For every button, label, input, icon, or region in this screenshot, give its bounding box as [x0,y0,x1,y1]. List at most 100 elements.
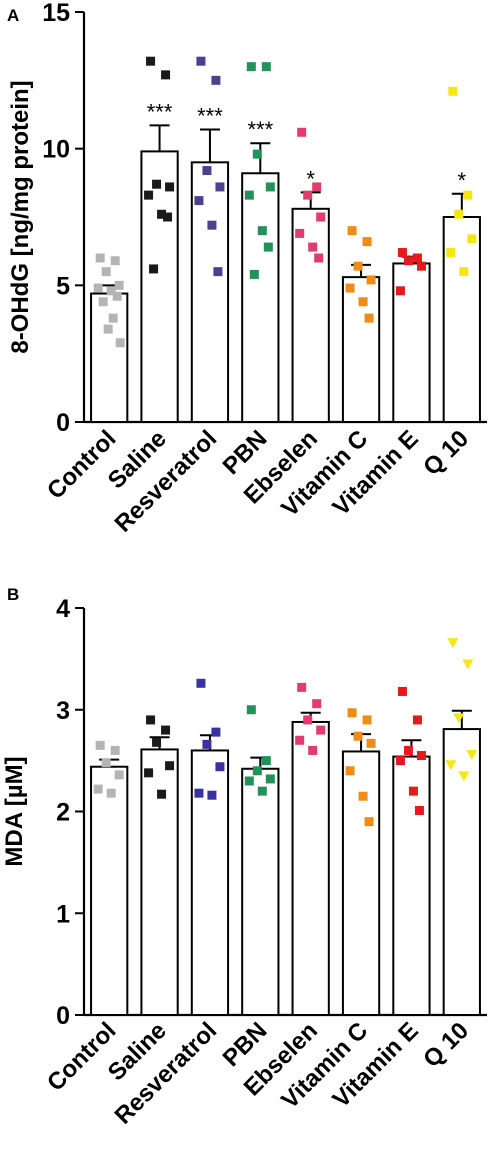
panel-a-data-point [448,86,458,96]
panel-a-data-point [403,256,413,266]
panel-a-data-point [252,149,262,159]
panel-a-significance-label: * [306,166,315,191]
panel-a-data-point [347,226,357,236]
panel-b-data-point [165,761,175,771]
panel-a-data-point [98,297,108,307]
panel-b-data-point [93,784,103,794]
panel-b-y-tick-label: 2 [56,799,70,827]
panel-a-data-point [416,261,426,271]
panel-a-y-tick-label: 15 [42,0,70,27]
panel-b-data-point [453,713,465,724]
panel-a-data-point [146,56,156,66]
panel-a-data-point [353,261,363,271]
panel-b-data-point [466,750,478,761]
panel-b-data-point [297,682,307,692]
panel-a: A 051015Control***Saline***Resveratrol**… [7,0,487,538]
panel-a-data-point [364,313,374,323]
panel-a-category-label: Q 10 [418,425,474,481]
panel-b-data-point [246,705,256,715]
panel-b-y-tick-label: 0 [56,1002,70,1030]
panel-a-bar [291,207,330,423]
panel-a-significance-label: *** [197,104,223,129]
panel-b-data-point [445,760,457,771]
panel-b-bar [291,720,330,1017]
panel-b-data-point [202,739,212,749]
panel-a-data-point [303,190,313,200]
panel-a-data-point [265,182,275,192]
panel-a-data-point [114,280,124,290]
panel-b-data-point [152,737,162,747]
panel-b-data-point [146,715,156,725]
panel-b-bar [241,767,280,1017]
panel-a-data-point [308,242,318,252]
panel-b-data-point [345,766,355,776]
panel-b-data-point [395,756,405,766]
panel-b-y-tick-label: 4 [56,595,70,623]
panel-a-data-point [345,283,355,293]
panel-a-data-point [459,267,469,277]
panel-a-bar [90,292,129,423]
panel-b-data-point [110,745,120,755]
panel-b-data-point [403,745,413,755]
panel-a-data-point [157,209,167,219]
panel-a-data-point [194,196,204,206]
panel-a-data-point [149,264,159,274]
panel-b-data-point [144,768,154,778]
panel-a-data-point [115,338,125,348]
panel-a-data-point [257,226,267,236]
panel-a-significance-label: * [458,168,467,193]
panel-b-data-point [447,638,459,649]
panel-b-data-point [244,776,254,786]
panel-b-data-point [295,735,305,745]
panel-b-data-point [114,770,124,780]
panel-b-data-point [414,805,424,815]
panel-b: B 01234ControlSalineResveratrolPBNEbsele… [1,585,487,1130]
panel-b-data-point [252,766,262,776]
panel-b-data-point [316,725,326,735]
panel-b-data-point [458,771,470,782]
panel-b-data-point [364,817,374,827]
panel-a-data-point [263,242,273,252]
panel-a-data-point [215,182,225,192]
panel-b-y-tick-label: 3 [56,697,70,725]
panel-b-y-axis-title: MDA [µM] [1,756,28,866]
panel-b-plot: 01234ControlSalineResveratrolPBNEbselenV… [42,595,487,1130]
panel-a-data-point [261,62,271,72]
panel-b-y-tick-label: 1 [56,900,70,928]
panel-a-y-axis-title: 8-OHdG [ng/mg protein] [7,80,34,353]
panel-a-bar [241,172,280,423]
panel-b-category-label: Q 10 [418,1017,474,1073]
panel-b-data-point [157,789,167,799]
panel-b-data-point [397,686,407,696]
panel-a-data-point [249,269,259,279]
panel-b-data-point [207,790,217,800]
panel-a-data-point [316,212,326,222]
panel-b-data-point [462,659,474,670]
panel-b-data-point [95,740,105,750]
panel-b-data-point [257,786,267,796]
panel-a-data-point [362,237,372,247]
panel-b-data-point [416,751,426,761]
panel-a-data-point [110,256,120,266]
panel-a-data-point [93,283,103,293]
panel-b-data-point [408,786,418,796]
panel-a-data-point [165,182,175,192]
panel-b-data-point [261,756,271,766]
panel-a-data-point [446,248,456,258]
panel-b-data-point [362,715,372,725]
panel-b-data-point [366,738,376,748]
panel-b-data-point [265,774,275,784]
panel-a-data-point [144,190,154,200]
panel-a-significance-label: *** [247,117,273,142]
panel-a-data-point [101,267,111,277]
panel-a-category-label: Control [42,425,121,504]
panel-b-data-point [215,762,225,772]
panel-a-data-point [412,253,422,263]
panel-b-data-point [303,715,313,725]
panel-b-letter: B [7,585,19,604]
panel-b-data-point [106,788,116,798]
panel-a-letter: A [7,6,19,25]
panel-b-data-point [211,727,221,737]
panel-b-data-point [312,699,322,709]
